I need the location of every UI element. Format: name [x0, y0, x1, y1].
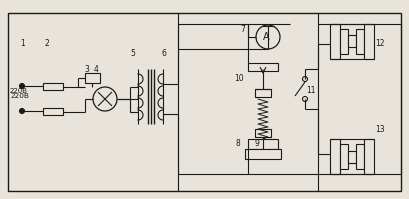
Text: 13: 13 [374, 125, 384, 134]
Text: 2: 2 [45, 39, 49, 49]
Circle shape [20, 108, 25, 113]
Bar [363, 24, 373, 59]
Bar [43, 108, 63, 115]
Bar [329, 24, 339, 59]
Bar [247, 139, 277, 149]
Text: 11: 11 [305, 87, 315, 96]
Bar [329, 139, 339, 174]
Circle shape [255, 25, 279, 49]
Text: 12: 12 [374, 39, 384, 49]
Circle shape [302, 76, 307, 82]
Bar [339, 29, 347, 54]
Text: 7: 7 [239, 24, 244, 33]
Text: 1: 1 [20, 39, 25, 49]
Bar [355, 144, 363, 169]
Text: 9: 9 [254, 139, 259, 148]
Circle shape [20, 84, 25, 89]
Bar [254, 89, 270, 97]
Bar [363, 139, 373, 174]
Text: 10: 10 [234, 74, 243, 84]
Circle shape [302, 97, 307, 101]
Bar [85, 73, 100, 83]
Bar [247, 63, 277, 71]
Bar [8, 13, 400, 191]
Text: 6: 6 [162, 50, 166, 59]
Bar [245, 149, 280, 159]
Bar [339, 144, 347, 169]
Text: 220B: 220B [10, 93, 29, 99]
Bar [347, 35, 355, 47]
Circle shape [93, 87, 117, 111]
Text: 220B: 220B [10, 88, 28, 94]
Text: 3: 3 [84, 64, 89, 73]
Text: 8: 8 [236, 139, 240, 148]
Text: 5: 5 [130, 50, 135, 59]
Text: A: A [262, 32, 269, 42]
Bar [355, 29, 363, 54]
Text: 4: 4 [94, 64, 99, 73]
Bar [43, 83, 63, 90]
Bar [347, 151, 355, 163]
Bar [254, 129, 270, 137]
